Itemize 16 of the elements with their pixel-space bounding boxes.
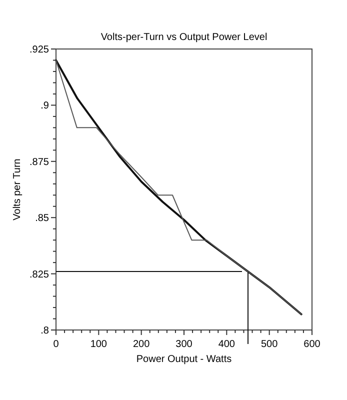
y-tick-label: .9 — [40, 100, 50, 112]
x-axis-title: Power Output - Watts — [136, 354, 232, 365]
x-tick-label: 400 — [218, 339, 236, 350]
y-tick-label: .8 — [40, 326, 50, 336]
x-tick-label: 500 — [260, 339, 278, 350]
y-tick-label: .825 — [30, 269, 50, 280]
x-tick-label: 300 — [176, 339, 193, 350]
y-axis-title: Volts per Turn — [12, 158, 23, 220]
x-tick-label: 100 — [90, 339, 108, 350]
y-tick-label: .875 — [30, 156, 50, 168]
y-tick-label: .85 — [35, 213, 50, 224]
x-tick-label: 0 — [53, 339, 60, 350]
x-tick-label: 600 — [304, 339, 321, 350]
x-tick-label: 200 — [132, 339, 150, 350]
y-tick-label: .925 — [30, 44, 50, 56]
chart-title: Volts-per-Turn vs Output Power Level — [100, 32, 268, 43]
